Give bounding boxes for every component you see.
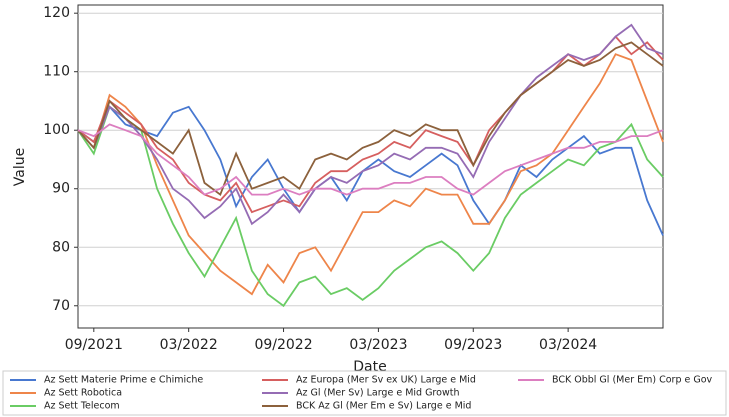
y-tick-label: 100 [43,122,70,138]
x-tick-label: 09/2022 [254,337,312,353]
y-tick-label: 110 [43,64,70,80]
legend-label: Az Sett Materie Prime e Chimiche [44,375,203,386]
plot-area [77,4,664,329]
y-tick-label: 70 [52,298,70,314]
legend-label: BCK Obbl Gl (Mer Em) Corp e Gov [552,375,713,386]
legend-label: Az Sett Robotica [44,388,122,399]
x-tick-label: 09/2023 [444,337,502,353]
y-axis-label: Value [12,148,28,186]
series-line [77,23,664,226]
y-tick-label: 90 [52,181,70,197]
y-tick-label: 80 [52,239,70,255]
x-tick-label: 03/2023 [349,337,407,353]
legend-label: Az Europa (Mer Sv ex UK) Large e Mid [296,375,476,386]
series-line [77,105,664,308]
y-tick-label: 120 [43,5,70,21]
legend-box [2,370,727,416]
series-line [77,41,664,197]
series-line [77,53,664,296]
legend-label: Az Sett Telecom [44,401,120,412]
series-line [77,105,664,236]
x-tick-label: 03/2022 [160,337,218,353]
legend-label: Az Gl (Mer Sv) Large e Mid Growth [296,388,459,399]
legend-label: BCK Az Gl (Mer Em e Sv) Large e Mid [296,401,471,412]
x-tick-label: 09/2021 [65,337,123,353]
series-line [77,123,664,196]
x-tick-label: 03/2024 [539,337,597,353]
